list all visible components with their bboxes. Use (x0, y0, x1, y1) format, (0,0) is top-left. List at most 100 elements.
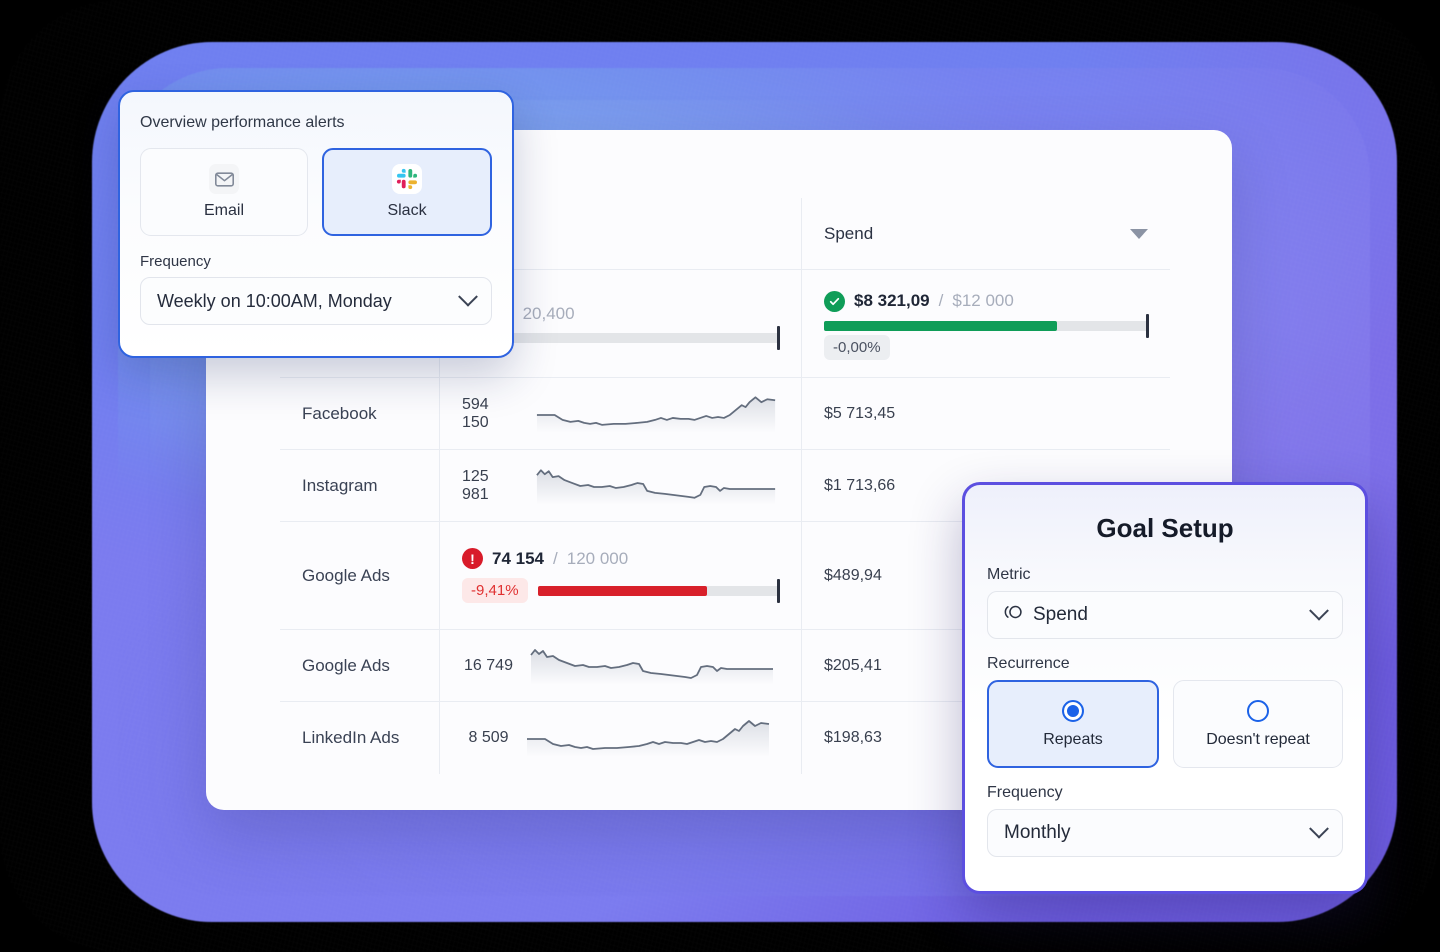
goal-value-line: ! 74 154 / 120 000 (462, 548, 779, 569)
recurrence-option-group: Repeats Doesn't repeat (987, 680, 1343, 768)
spend-value: $198,63 (824, 729, 882, 746)
recurrence-option-doesnt-repeat[interactable]: Doesn't repeat (1173, 680, 1343, 768)
goal-frequency-value: Monthly (1004, 822, 1071, 843)
goal-progress-wrap: -9,41% (462, 578, 780, 603)
spend-value-line: $8 321,09 / $12 000 (824, 290, 1148, 312)
cell-spend: $489,94 (802, 522, 1170, 629)
channel-label: Facebook (302, 403, 377, 423)
alert-channel-group: Email Slack (140, 148, 492, 236)
progress-track (537, 578, 780, 603)
cell-channel-name: LinkedIn Ads (280, 702, 440, 774)
cell-spend: $198,63 (802, 702, 1170, 774)
metric-select[interactable]: Spend (987, 591, 1343, 639)
cell-metric-sparkline: 594 150 (440, 378, 802, 449)
spend-value: $489,94 (824, 566, 882, 584)
spend-value: $1 713,66 (824, 476, 896, 494)
goal-frequency-select[interactable]: Monthly (987, 809, 1343, 857)
cell-spend-goal: $8 321,09 / $12 000 -0,00% (802, 270, 1170, 377)
alert-channel-label: Email (203, 202, 244, 219)
alerts-frequency-label: Frequency (140, 253, 211, 270)
goal-current-value: 74 154 (492, 548, 544, 568)
sparkline-chart (526, 720, 769, 757)
cell-metric-sparkline: 125 981 (440, 450, 802, 521)
chevron-down-icon[interactable] (1309, 600, 1329, 621)
sparkline-chart (536, 395, 776, 433)
alerts-title: Overview performance alerts (140, 114, 345, 131)
metric-label: Metric (987, 566, 1031, 583)
chevron-down-icon[interactable] (458, 286, 478, 307)
status-badge: -0,00% (824, 334, 890, 360)
chevron-down-icon[interactable] (1309, 818, 1329, 839)
channel-label: Instagram (302, 475, 378, 495)
table-row[interactable]: Google Ads ! 74 154 / 120 000 -9,41% (280, 522, 1170, 630)
spend-progress-wrap (824, 313, 1149, 338)
spend-target-value: $12 000 (952, 291, 1014, 310)
cell-channel-name: Instagram (280, 450, 440, 521)
metrics-table: Spend 2843 / 20,400 (280, 198, 1170, 774)
header-cell-spend[interactable]: Spend (802, 198, 1170, 269)
metric-value: 8 509 (468, 729, 509, 746)
radio-selected-icon[interactable] (1062, 699, 1084, 722)
status-badge: -9,41% (462, 578, 528, 603)
metric-select-value-wrap: Spend (1004, 603, 1088, 627)
cell-channel-name: Facebook (280, 378, 440, 449)
alerts-frequency-value: Weekly on 10:00AM, Monday (157, 290, 392, 311)
table-row[interactable]: LinkedIn Ads 8 509 $198,63 (280, 702, 1170, 774)
recurrence-option-label: Repeats (1043, 730, 1103, 748)
progress-target-marker (777, 578, 780, 603)
metric-circle-icon (1004, 603, 1024, 627)
mail-icon (209, 164, 239, 194)
spend-current-value: $8 321,09 (854, 291, 930, 310)
cell-channel-name: Google Ads (280, 630, 440, 701)
channel-label: LinkedIn Ads (302, 728, 400, 747)
goal-frequency-label: Frequency (987, 784, 1063, 801)
sort-caret-icon[interactable] (1130, 228, 1148, 239)
goal-target-value: 120 000 (566, 548, 629, 568)
sparkline-chart (530, 648, 773, 685)
progress-track (824, 313, 1149, 338)
goal-target-value: 20,400 (522, 304, 575, 323)
cell-metric-goal: ! 74 154 / 120 000 -9,41% (440, 522, 802, 629)
performance-alerts-panel: Overview performance alerts Email (118, 90, 514, 358)
cell-metric-sparkline: 8 509 (440, 702, 802, 774)
cell-spend: $1 713,66 (802, 450, 1170, 521)
table-row[interactable]: Facebook 594 150 $5 713,45 (280, 378, 1170, 450)
metric-value: 594 150 (462, 395, 489, 431)
alert-channel-email[interactable]: Email (140, 148, 308, 236)
goal-setup-title: Goal Setup (1096, 513, 1234, 543)
progress-target-marker (777, 326, 780, 350)
metric-value: 16 749 (464, 656, 513, 674)
alert-circle-icon: ! (462, 548, 483, 569)
alert-channel-slack[interactable]: Slack (322, 148, 492, 236)
cell-spend: $5 713,45 (802, 378, 1170, 449)
goal-separator: / (553, 548, 558, 568)
metric-select-value: Spend (1033, 604, 1088, 625)
recurrence-label: Recurrence (987, 655, 1070, 672)
cell-spend: $205,41 (802, 630, 1170, 701)
goal-setup-panel: Goal Setup Metric Spend Recurrence Repea… (962, 482, 1368, 894)
cell-channel-name: Google Ads (280, 522, 440, 629)
channel-label: Google Ads (302, 655, 390, 675)
spend-value: $205,41 (824, 656, 882, 674)
header-label-spend: Spend (824, 223, 874, 243)
slack-icon (392, 164, 422, 194)
progress-fill (537, 585, 707, 596)
alert-channel-label: Slack (387, 202, 427, 219)
spend-value: $5 713,45 (824, 404, 896, 422)
progress-target-marker (1146, 313, 1149, 338)
spend-delta-wrap: -0,00% (824, 334, 1148, 360)
channel-label: Google Ads (302, 565, 390, 585)
recurrence-option-label: Doesn't repeat (1206, 730, 1310, 748)
recurrence-option-repeats[interactable]: Repeats (987, 680, 1159, 768)
header-cell-mid (440, 198, 802, 269)
table-row[interactable]: Google Ads 16 749 $205,41 (280, 630, 1170, 702)
table-row[interactable]: Instagram 125 981 $1 713,66 (280, 450, 1170, 522)
cell-metric-sparkline: 16 749 (440, 630, 802, 701)
metric-value: 125 981 (462, 467, 489, 503)
spend-separator: / (938, 291, 944, 310)
radio-unselected-icon[interactable] (1247, 699, 1269, 722)
check-circle-icon (824, 290, 845, 312)
alerts-frequency-select[interactable]: Weekly on 10:00AM, Monday (140, 277, 492, 325)
progress-fill (824, 320, 1058, 331)
